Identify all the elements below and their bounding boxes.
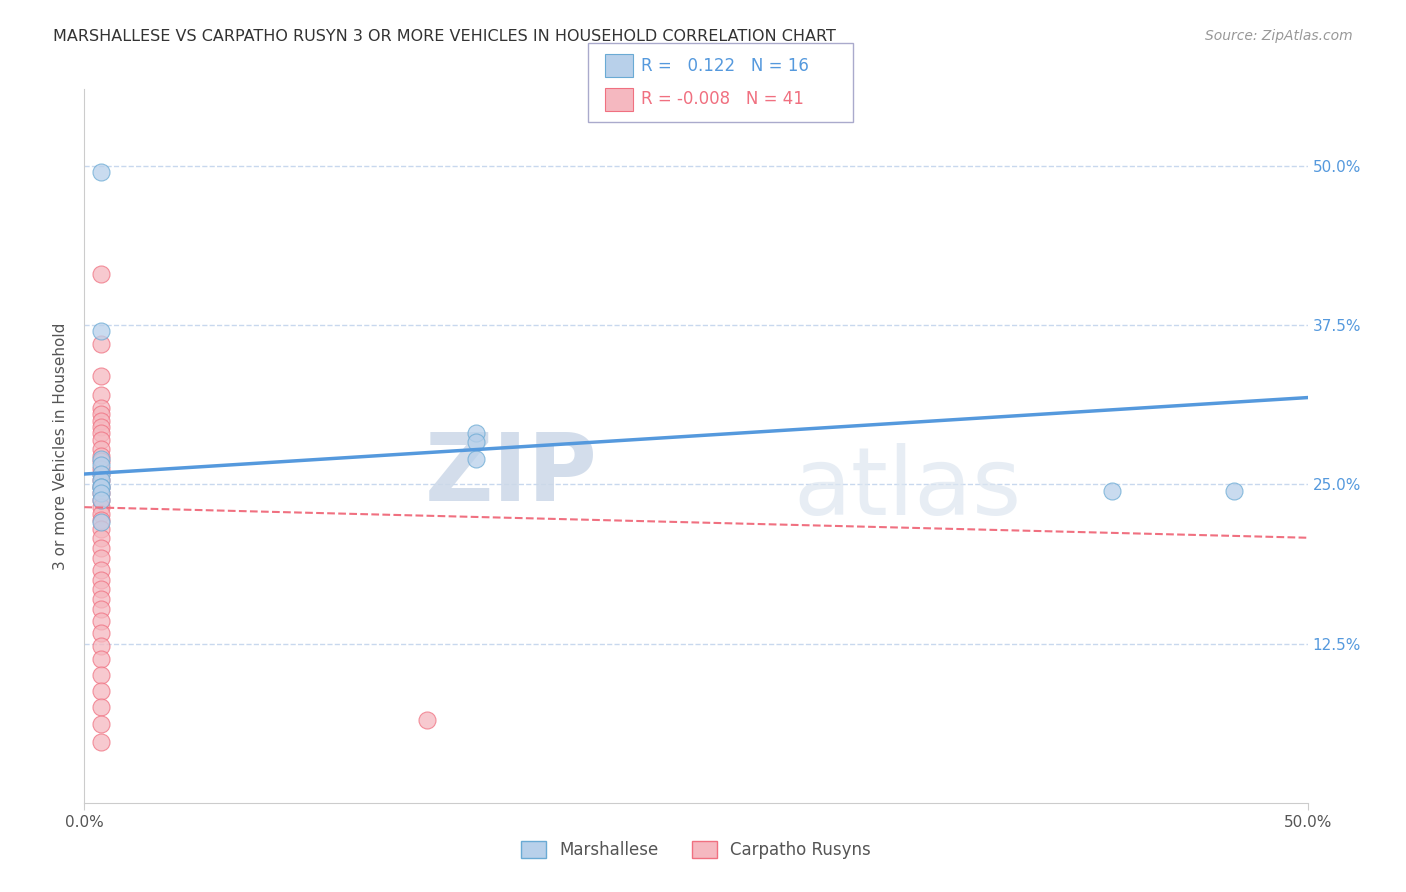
Point <box>90 420 112 434</box>
Point <box>464 451 486 466</box>
Point <box>90 474 112 488</box>
Point <box>90 486 112 500</box>
Point <box>90 614 112 628</box>
Point <box>90 426 112 441</box>
Point <box>90 337 112 351</box>
Point <box>90 454 112 468</box>
Y-axis label: 3 or more Vehicles in Household: 3 or more Vehicles in Household <box>53 322 69 570</box>
Text: atlas: atlas <box>794 442 1022 535</box>
Point <box>90 541 112 555</box>
Text: MARSHALLESE VS CARPATHO RUSYN 3 OR MORE VEHICLES IN HOUSEHOLD CORRELATION CHART: MARSHALLESE VS CARPATHO RUSYN 3 OR MORE … <box>53 29 837 45</box>
Point <box>90 639 112 653</box>
Text: Source: ZipAtlas.com: Source: ZipAtlas.com <box>1205 29 1353 44</box>
Point <box>90 492 112 507</box>
Point <box>90 507 112 521</box>
Point <box>90 451 112 466</box>
Point <box>90 652 112 666</box>
Point <box>90 700 112 714</box>
Point <box>90 492 112 507</box>
Point <box>90 513 112 527</box>
Point <box>90 522 112 536</box>
Point <box>90 407 112 421</box>
Point <box>90 551 112 566</box>
Point <box>1101 483 1123 498</box>
Point <box>90 516 112 530</box>
Point <box>90 458 112 472</box>
Point <box>90 480 112 494</box>
Point <box>90 462 112 476</box>
Point <box>90 467 112 481</box>
Point <box>90 449 112 463</box>
Point <box>90 474 112 488</box>
Point <box>416 713 439 727</box>
Point <box>90 716 112 731</box>
Point <box>90 683 112 698</box>
Point <box>90 602 112 616</box>
Point <box>90 368 112 383</box>
Point <box>90 165 112 179</box>
Point <box>90 500 112 515</box>
Point <box>90 591 112 606</box>
Point <box>90 413 112 427</box>
Point <box>90 573 112 587</box>
Point <box>90 480 112 494</box>
Point <box>90 401 112 415</box>
Point <box>90 668 112 682</box>
Point <box>90 486 112 500</box>
Point <box>90 582 112 596</box>
Point <box>90 267 112 281</box>
Point <box>90 467 112 481</box>
Point <box>90 388 112 402</box>
Point <box>90 531 112 545</box>
Point <box>90 442 112 456</box>
Point <box>1223 483 1246 498</box>
Text: R =   0.122   N = 16: R = 0.122 N = 16 <box>641 57 808 75</box>
Legend: Marshallese, Carpatho Rusyns: Marshallese, Carpatho Rusyns <box>515 834 877 866</box>
Point <box>90 480 112 494</box>
Point <box>90 433 112 447</box>
Point <box>90 734 112 748</box>
Point <box>90 563 112 577</box>
Text: ZIP: ZIP <box>425 428 598 521</box>
Point <box>464 426 486 441</box>
Point <box>90 324 112 338</box>
Text: R = -0.008   N = 41: R = -0.008 N = 41 <box>641 90 804 108</box>
Point <box>464 435 486 450</box>
Point <box>90 626 112 640</box>
